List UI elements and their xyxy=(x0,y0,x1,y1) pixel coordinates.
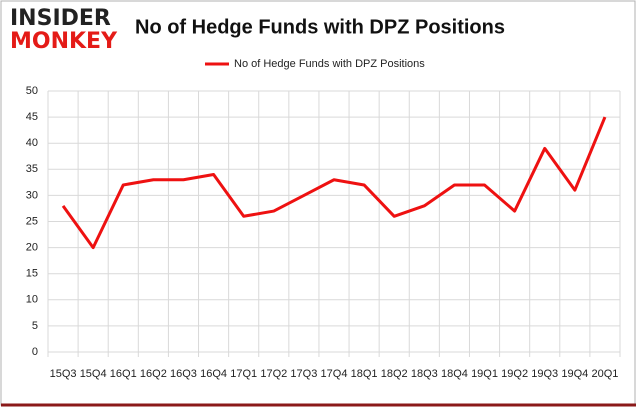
y-tick-label: 15 xyxy=(26,268,38,280)
x-tick-label: 18Q2 xyxy=(381,368,408,380)
x-tick-label: 20Q1 xyxy=(591,368,618,380)
y-tick-label: 40 xyxy=(26,137,38,149)
x-tick-label: 16Q2 xyxy=(140,368,167,380)
logo-bottom: MONKEY xyxy=(10,29,118,54)
x-tick-label: 16Q4 xyxy=(200,368,227,380)
x-tick-label: 17Q4 xyxy=(321,368,348,380)
y-tick-label: 20 xyxy=(26,242,38,254)
x-tick-label: 17Q3 xyxy=(290,368,317,380)
y-tick-label: 10 xyxy=(26,294,38,306)
y-tick-label: 0 xyxy=(32,346,38,358)
x-tick-label: 19Q2 xyxy=(501,368,528,380)
y-tick-label: 25 xyxy=(26,215,38,227)
y-tick-label: 5 xyxy=(32,320,38,332)
x-tick-label: 16Q3 xyxy=(170,368,197,380)
x-tick-label: 19Q1 xyxy=(471,368,498,380)
x-tick-label: 15Q3 xyxy=(50,368,77,380)
x-tick-label: 19Q4 xyxy=(561,368,588,380)
x-tick-label: 15Q4 xyxy=(80,368,107,380)
y-tick-label: 35 xyxy=(26,163,38,175)
y-tick-label: 30 xyxy=(26,189,38,201)
x-tick-label: 18Q4 xyxy=(441,368,468,380)
chart-title: No of Hedge Funds with DPZ Positions xyxy=(135,16,505,38)
logo-top: INSIDER xyxy=(10,6,111,31)
x-tick-label: 16Q1 xyxy=(110,368,137,380)
legend-label: No of Hedge Funds with DPZ Positions xyxy=(234,58,425,70)
x-tick-label: 19Q3 xyxy=(531,368,558,380)
x-tick-label: 18Q1 xyxy=(351,368,378,380)
y-tick-label: 50 xyxy=(26,85,38,97)
line-series xyxy=(61,116,607,250)
y-tick-label: 45 xyxy=(26,111,38,123)
x-tick-label: 18Q3 xyxy=(411,368,438,380)
x-tick-label: 17Q1 xyxy=(230,368,257,380)
x-tick-label: 17Q2 xyxy=(260,368,287,380)
